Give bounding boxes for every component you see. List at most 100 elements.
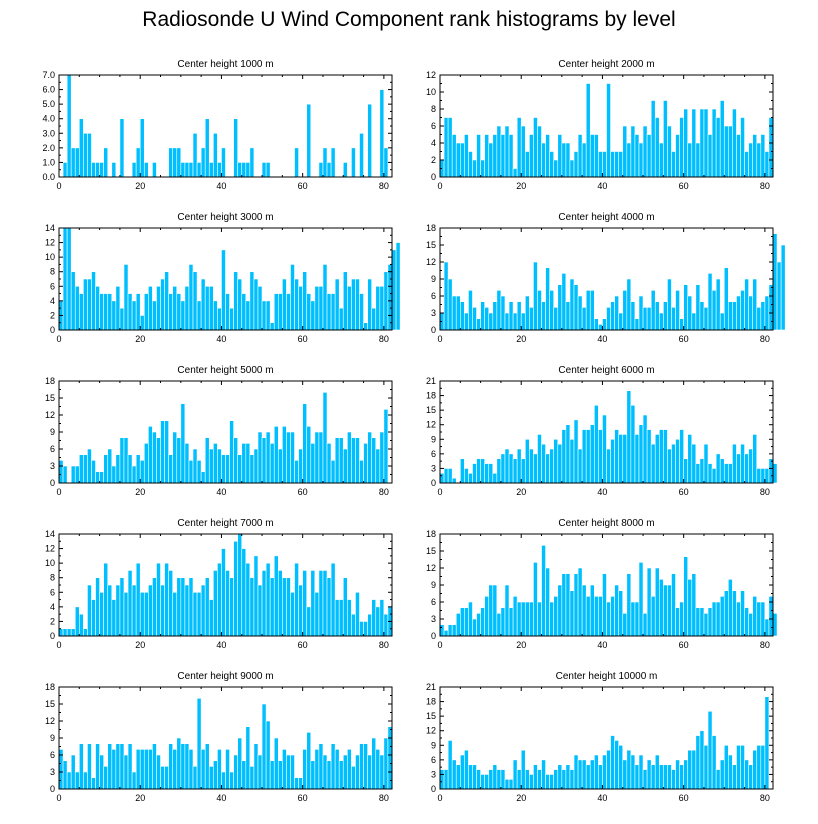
y-tick-label: 15 — [45, 699, 55, 709]
histogram-bar — [135, 749, 141, 790]
histogram-bar — [62, 628, 68, 637]
histogram-bar — [728, 301, 733, 331]
histogram-bar — [99, 591, 104, 637]
y-tick-label: 6 — [50, 281, 55, 291]
histogram-bar — [464, 749, 469, 790]
histogram-bar — [164, 271, 169, 331]
histogram-bar — [512, 458, 518, 484]
panel-title: Center height 10000 m — [556, 671, 658, 682]
histogram-bar — [671, 769, 676, 790]
histogram-bar — [277, 570, 283, 637]
histogram-bar — [744, 151, 749, 178]
histogram-bar — [565, 301, 571, 331]
y-tick-label: 3 — [431, 769, 436, 779]
histogram-bar — [237, 737, 243, 790]
histogram-bar — [338, 307, 344, 331]
histogram-bar — [537, 601, 542, 637]
histogram-bar — [176, 437, 182, 484]
histogram-bar — [451, 295, 457, 331]
histogram-bar — [375, 285, 381, 331]
y-tick-label: 6 — [50, 750, 55, 760]
histogram-bar — [302, 570, 308, 637]
x-tick-label: 60 — [679, 181, 689, 191]
histogram-bar — [707, 273, 713, 331]
histogram-bar — [286, 293, 291, 331]
histogram-bar — [351, 613, 356, 637]
histogram-bar — [719, 596, 725, 637]
histogram-bar — [715, 117, 721, 178]
histogram-bar — [277, 760, 283, 790]
histogram-bar — [573, 573, 579, 637]
histogram-bar — [492, 301, 498, 331]
histogram-bar — [691, 443, 697, 484]
histogram-bar — [359, 460, 364, 484]
y-tick-label: 12 — [426, 563, 436, 573]
histogram-bar — [488, 142, 494, 178]
histogram-bar — [650, 290, 656, 331]
histogram-bar — [229, 307, 234, 331]
histogram-bar — [107, 448, 113, 484]
x-tick-label: 0 — [56, 334, 61, 344]
histogram-bar — [245, 726, 251, 790]
histogram-bar — [160, 766, 165, 790]
x-tick-label: 80 — [379, 793, 389, 803]
histogram-bar — [500, 769, 506, 790]
histogram-bar — [524, 769, 530, 790]
histogram-bar — [533, 261, 538, 331]
histogram-bar — [594, 318, 599, 331]
histogram-bar — [687, 295, 693, 331]
histogram-bar — [95, 743, 100, 790]
histogram-bar — [736, 453, 741, 484]
histogram-bar — [573, 419, 579, 484]
histogram-bar — [326, 293, 332, 331]
histogram-bar — [451, 477, 457, 484]
histogram-bar — [379, 89, 385, 178]
histogram-bar — [160, 278, 165, 331]
x-tick-label: 80 — [379, 487, 389, 497]
y-tick-label: 4 — [50, 296, 55, 306]
x-tick-label: 60 — [298, 487, 308, 497]
histogram-bar — [306, 293, 312, 331]
histogram-bar — [314, 749, 320, 790]
histogram-bar — [148, 749, 153, 790]
histogram-bar — [577, 567, 583, 637]
histogram-bar — [691, 749, 697, 790]
histogram-bar — [719, 312, 725, 331]
histogram-bar — [338, 437, 344, 484]
histogram-bar — [164, 420, 169, 484]
histogram-bar — [533, 562, 538, 637]
histogram-bar — [719, 100, 725, 178]
histogram-bar — [310, 570, 316, 637]
histogram-bar — [363, 443, 368, 484]
histogram-bar — [172, 749, 178, 790]
x-tick-label: 40 — [216, 334, 226, 344]
histogram-bar — [160, 420, 165, 484]
histogram-bar — [79, 454, 84, 484]
histogram-bar — [573, 151, 579, 178]
histogram-bar — [208, 599, 214, 637]
histogram-bar — [135, 562, 141, 637]
x-tick-label: 0 — [437, 487, 442, 497]
histogram-bar — [549, 601, 555, 637]
histogram-bar — [265, 720, 271, 790]
x-tick-label: 60 — [679, 640, 689, 650]
histogram-bar — [687, 749, 693, 790]
histogram-bar — [472, 764, 477, 790]
histogram-bar — [760, 601, 766, 637]
histogram-bar — [496, 290, 502, 331]
histogram-bar — [294, 278, 299, 331]
histogram-bar — [484, 596, 490, 637]
histogram-bar — [62, 760, 68, 790]
histogram-bar — [691, 312, 697, 331]
y-tick-label: 6 — [431, 755, 436, 765]
histogram-bar — [229, 420, 234, 484]
y-tick-label: 3 — [50, 461, 55, 471]
histogram-bar — [756, 307, 762, 331]
histogram-bar — [585, 83, 591, 178]
histogram-bar — [589, 134, 595, 178]
histogram-bar — [646, 759, 652, 790]
histogram-bar — [695, 142, 701, 178]
histogram-bar — [127, 454, 133, 484]
histogram-bar — [282, 577, 287, 637]
y-tick-label: 9 — [50, 733, 55, 743]
